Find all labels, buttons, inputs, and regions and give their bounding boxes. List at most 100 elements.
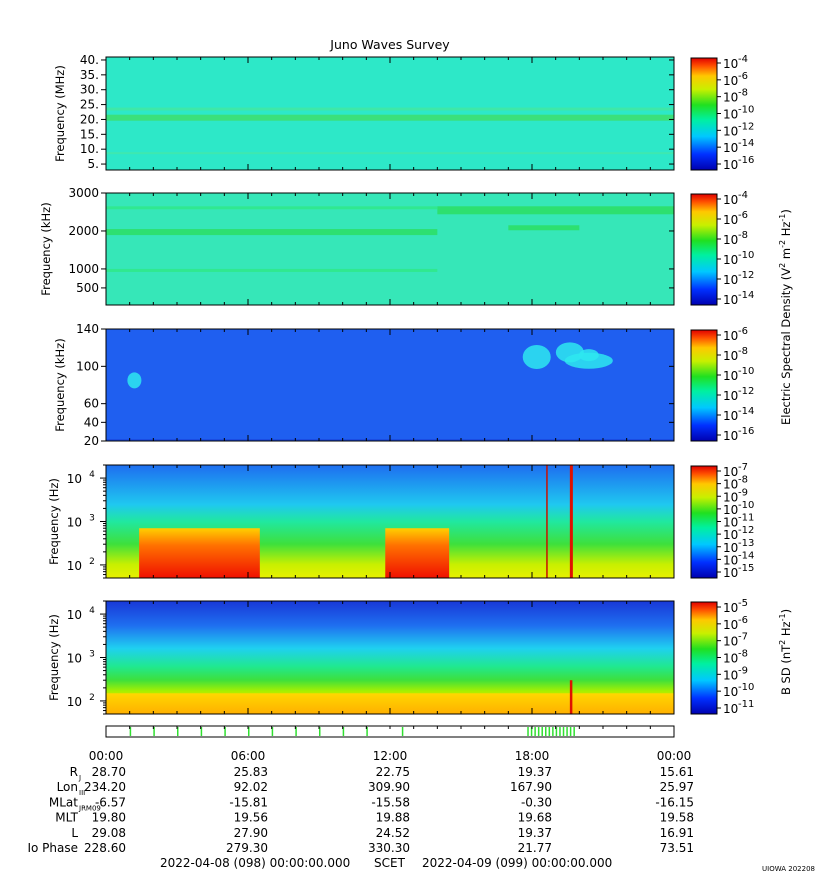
ephemeris-value: 19.68 bbox=[518, 811, 552, 825]
colorbar-tick-label: 10 bbox=[723, 57, 738, 71]
emission-band bbox=[106, 229, 438, 236]
y-tick-label: 140 bbox=[76, 322, 99, 336]
coverage-mark bbox=[366, 727, 368, 736]
coverage-mark bbox=[555, 727, 558, 736]
ephemeris-label: Lon bbox=[57, 780, 78, 794]
colorbar-tick-label: 10 bbox=[723, 369, 738, 383]
y-tick-label: 5. bbox=[88, 157, 99, 171]
emission-spike bbox=[569, 680, 573, 714]
footer-scet-label: SCET bbox=[374, 856, 406, 870]
coverage-mark bbox=[537, 727, 540, 736]
colorbar-scale bbox=[690, 193, 718, 306]
ephemeris-label-subscript: J bbox=[78, 774, 81, 782]
ephemeris-table: 00:00 06:00 12:00 18:00 00:00 R J 28.70 25.83 22.… bbox=[27, 749, 694, 855]
panel-3: 20 40 60 100 140 Frequency (kHz) bbox=[53, 322, 675, 448]
ephemeris-value: 19.37 bbox=[518, 826, 552, 840]
ephemeris-value: 19.88 bbox=[376, 811, 410, 825]
emission-band bbox=[106, 206, 438, 210]
colorbar-tick-exponent: -6 bbox=[738, 210, 748, 221]
emission-patch bbox=[522, 345, 551, 369]
coverage-mark bbox=[548, 727, 551, 736]
coverage-mark bbox=[559, 727, 561, 736]
y-axis-label: Frequency (Hz) bbox=[47, 614, 61, 701]
x-tick-label: 00:00 bbox=[657, 749, 692, 763]
colorbar-scale bbox=[690, 329, 718, 442]
coverage-mark bbox=[569, 727, 572, 736]
colorbar-tick-exponent: -14 bbox=[738, 550, 754, 561]
colorbar-tick-label: 10 bbox=[723, 253, 738, 267]
y-tick-label: 10 bbox=[67, 559, 82, 573]
footer-start-time: 2022-04-08 (098) 00:00:00.000 bbox=[160, 856, 350, 870]
ephemeris-label: Io Phase bbox=[27, 841, 78, 855]
y-axis-label: Frequency (Hz) bbox=[47, 478, 61, 565]
coverage-mark bbox=[541, 727, 543, 736]
colorbar-scale bbox=[690, 465, 718, 579]
panel-1: 5.10.15.20.25.30.35.40. Frequency (MHz) bbox=[53, 53, 675, 171]
x-tick-label: 18:00 bbox=[515, 749, 550, 763]
y-tick-label: 10 bbox=[67, 472, 82, 486]
ephemeris-value: 19.37 bbox=[518, 765, 552, 779]
footer-end-time: 2022-04-09 (099) 00:00:00.000 bbox=[422, 856, 612, 870]
colorbar-scale bbox=[690, 57, 718, 171]
footer-stamp: UIOWA 20220828 bbox=[762, 865, 815, 873]
spectrogram-image bbox=[106, 57, 674, 170]
coverage-mark bbox=[248, 727, 250, 736]
colorbar-tick-label: 10 bbox=[723, 349, 738, 363]
y-tick-label: 10. bbox=[80, 142, 99, 156]
chart-title: Juno Waves Survey bbox=[329, 37, 450, 52]
ephemeris-label: MLat bbox=[49, 795, 78, 809]
y-tick-label: 30. bbox=[80, 83, 99, 97]
colorbar-tick-label: 10 bbox=[723, 618, 738, 632]
colorbar-tick-label: 10 bbox=[723, 293, 738, 307]
colorbar-tick-label: 10 bbox=[723, 91, 738, 105]
ephemeris-value: 228.60 bbox=[84, 841, 126, 855]
auroral-emission bbox=[139, 528, 260, 578]
colorbar-tick-exponent: -12 bbox=[738, 525, 754, 536]
colorbar-tick-exponent: -8 bbox=[738, 88, 748, 99]
ephemeris-value: 330.30 bbox=[368, 841, 410, 855]
colorbar-tick-exponent: -6 bbox=[738, 326, 748, 337]
ephemeris-value: 21.77 bbox=[518, 841, 552, 855]
coverage-mark bbox=[545, 727, 547, 736]
colorbar-tick-exponent: -6 bbox=[738, 615, 748, 626]
colorbar-tick-label: 10 bbox=[723, 124, 738, 138]
colorbar-tick-label: 10 bbox=[723, 273, 738, 287]
ephemeris-value: -15.81 bbox=[229, 795, 268, 809]
y-tick-label: 1000 bbox=[68, 262, 99, 276]
colorbar-tick-label: 10 bbox=[723, 601, 738, 615]
colorbar-tick-label: 10 bbox=[723, 193, 738, 207]
emission-band bbox=[106, 268, 438, 272]
colorbar-tick-exponent: -7 bbox=[738, 632, 748, 643]
y-tick-exponent: 2 bbox=[89, 557, 95, 567]
colorbar-tick-exponent: -14 bbox=[738, 290, 754, 301]
colorbar-label-electric: Electric Spectral Density (V2 m-2 Hz-1) bbox=[778, 209, 793, 425]
emission-patch bbox=[578, 349, 599, 362]
ephemeris-label-subscript: JRM09 bbox=[78, 804, 101, 812]
colorbar-tick-label: 10 bbox=[723, 702, 738, 716]
colorbar-tick-exponent: -13 bbox=[738, 538, 754, 549]
coverage-mark bbox=[552, 727, 554, 736]
colorbar-tick-exponent: -8 bbox=[738, 649, 748, 660]
ephemeris-value: 234.20 bbox=[84, 780, 126, 794]
y-tick-label: 40 bbox=[84, 415, 99, 429]
colorbar-tick-exponent: -12 bbox=[738, 121, 754, 132]
ephemeris-value: 25.97 bbox=[660, 780, 694, 794]
ephemeris-value: 15.61 bbox=[660, 765, 694, 779]
coverage-mark bbox=[527, 727, 529, 736]
colorbar-tick-exponent: -4 bbox=[738, 54, 748, 65]
y-tick-exponent: 2 bbox=[89, 693, 95, 703]
y-tick-label: 20. bbox=[80, 112, 99, 126]
coverage-mark bbox=[342, 727, 345, 736]
y-tick-exponent: 4 bbox=[89, 606, 95, 616]
y-axis-label: Frequency (kHz) bbox=[53, 338, 67, 431]
y-tick-label: 3000 bbox=[68, 186, 99, 200]
x-tick-label: 06:00 bbox=[231, 749, 266, 763]
colorbar-tick-exponent: -8 bbox=[738, 346, 748, 357]
y-tick-label: 25. bbox=[80, 98, 99, 112]
y-tick-label: 20 bbox=[84, 434, 99, 448]
ephemeris-value: 73.51 bbox=[660, 841, 694, 855]
panel-2: 500 1000 2000 3000 Frequency (kHz) bbox=[39, 186, 675, 306]
ephemeris-value: 25.83 bbox=[234, 765, 268, 779]
